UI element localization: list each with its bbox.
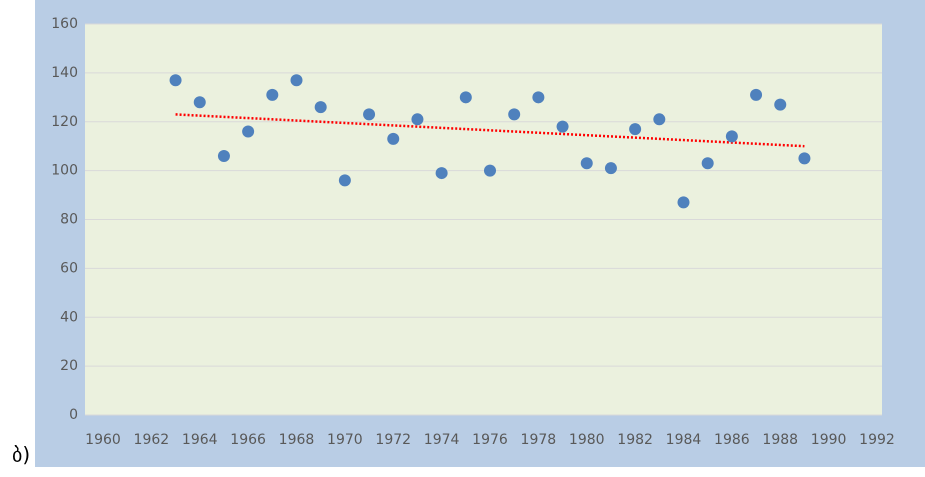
x-tick-label: 1966 <box>230 432 266 448</box>
point <box>290 74 303 87</box>
y-tick-label: 80 <box>60 212 78 228</box>
point <box>242 125 255 138</box>
point <box>677 196 690 209</box>
y-tick-label: 140 <box>51 65 78 81</box>
point <box>338 174 351 187</box>
y-tick-label: 20 <box>60 358 78 374</box>
x-tick-label: 1970 <box>327 432 363 448</box>
y-tick-label: 60 <box>60 260 78 276</box>
point <box>435 167 448 180</box>
point <box>629 123 642 136</box>
point <box>459 91 472 104</box>
x-tick-label: 1992 <box>859 432 895 448</box>
x-tick-label: 1972 <box>375 432 411 448</box>
point <box>725 130 738 143</box>
point <box>508 108 521 121</box>
point <box>798 152 811 165</box>
x-tick-label: 1982 <box>617 432 653 448</box>
x-tick-label: 1986 <box>714 432 750 448</box>
x-tick-label: 1974 <box>424 432 460 448</box>
point <box>387 132 400 145</box>
x-tick-label: 1978 <box>521 432 557 448</box>
x-tick-label: 1968 <box>279 432 315 448</box>
y-tick-label: 0 <box>69 407 78 423</box>
x-tick-label: 1960 <box>85 432 121 448</box>
point <box>653 113 666 126</box>
y-tick-label: 40 <box>60 309 78 325</box>
trendline <box>175 113 805 148</box>
x-tick-label: 1980 <box>569 432 605 448</box>
point <box>701 157 714 170</box>
point <box>750 88 763 101</box>
x-tick-label: 1988 <box>762 432 798 448</box>
point <box>411 113 424 126</box>
panel-label: ბ) <box>12 443 30 467</box>
y-tick-label: 100 <box>51 163 78 179</box>
point <box>580 157 593 170</box>
x-tick-label: 1990 <box>811 432 847 448</box>
point <box>774 98 787 111</box>
point <box>604 162 617 175</box>
x-tick-label: 1976 <box>472 432 508 448</box>
point <box>266 88 279 101</box>
point <box>556 120 569 133</box>
x-tick-label: 1984 <box>666 432 702 448</box>
x-tick-label: 1962 <box>134 432 170 448</box>
x-tick-label: 1964 <box>182 432 218 448</box>
point <box>314 101 327 114</box>
y-tick-label: 160 <box>51 16 78 32</box>
point <box>193 96 206 109</box>
point <box>363 108 376 121</box>
point <box>484 164 496 177</box>
point <box>532 91 545 104</box>
point <box>217 149 230 162</box>
point <box>169 74 182 87</box>
y-tick-label: 120 <box>51 114 78 130</box>
